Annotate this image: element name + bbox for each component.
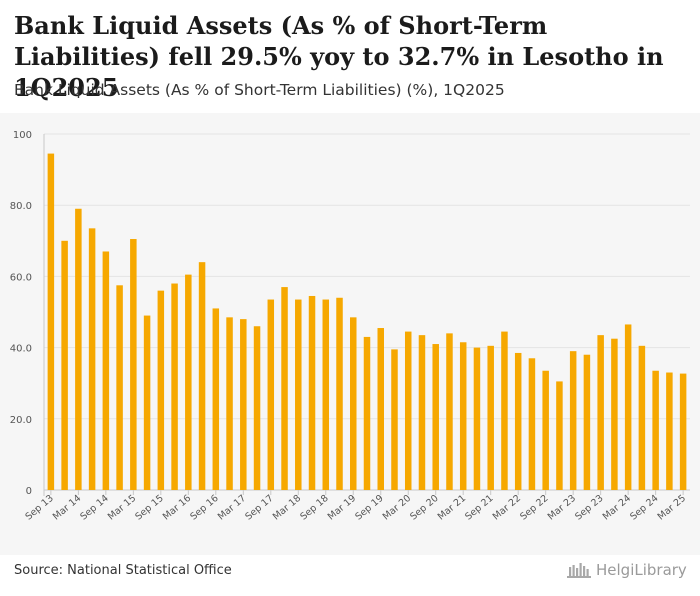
x-tick-label: Mar 17 [216,493,248,523]
x-tick-label: Sep 21 [463,493,495,523]
bar-mar-15 [130,239,137,490]
bar-dec-16 [226,317,233,490]
bar-sep-14 [102,251,110,490]
bar-sep-18 [322,299,330,490]
y-tick-label: 100 [13,130,32,141]
bar-dec-21 [501,331,508,490]
bar-sep-21 [487,345,494,490]
x-tick-label: Sep 15 [133,493,165,523]
x-tick-label: Sep 19 [353,493,385,523]
bar-sep-24 [652,370,659,490]
bar-mar-18 [295,299,302,490]
source-note: Source: National Statistical Office [14,563,232,578]
x-tick-label: Sep 22 [518,493,550,523]
x-tick-label: Mar 16 [161,493,193,523]
bars [47,153,687,490]
bar-dec-17 [281,287,288,490]
bar-sep-20 [432,344,439,490]
x-tick-label: Sep 23 [573,493,605,523]
chart-subtitle: Bank Liquid Assets (As % of Short-Term L… [14,81,505,99]
bar-jun-23 [583,354,591,490]
bar-sep-22 [542,370,549,490]
bar-dec-14 [116,285,123,490]
bar-dec-20 [446,333,453,490]
bar-mar-20 [404,331,412,490]
bar-jun-14 [88,228,96,490]
x-tick-label: Sep 24 [628,493,660,523]
bar-dec-19 [391,349,398,490]
bar-mar-19 [350,317,357,490]
brand-logo: HelgiLibrary [566,561,687,579]
bar-mar-23 [569,351,577,490]
bar-jun-21 [473,347,481,490]
bar-mar-22 [514,352,522,490]
x-tick-label: Sep 18 [298,493,330,523]
bar-mar-16 [185,274,192,490]
y-tick-label: 40.0 [10,344,32,355]
bar-jun-17 [253,326,261,490]
x-tick-label: Mar 19 [326,493,358,523]
x-tick-label: Sep 20 [408,493,440,523]
bar-jun-20 [418,335,426,490]
x-tick-label: Mar 23 [546,493,578,523]
y-axis-ticks: 0 20.0 40.0 60.0 80.0 100 [10,130,32,497]
bar-sep-15 [157,290,165,490]
bar-mar-25 [679,373,687,490]
x-tick-label: Mar 20 [381,493,413,523]
bar-jun-24 [638,345,646,490]
bar-sep-13 [47,153,55,490]
y-tick-label: 0 [26,486,32,497]
y-tick-label: 80.0 [10,201,32,212]
bar-jun-15 [143,315,151,490]
bar-sep-16 [212,308,220,490]
bar-dec-23 [611,338,618,490]
y-tick-label: 20.0 [10,415,32,426]
y-tick-label: 60.0 [10,272,32,283]
x-tick-label: Sep 13 [23,493,55,523]
bar-mar-17 [240,319,247,490]
x-tick-label: Mar 15 [106,493,138,523]
x-tick-label: Mar 21 [436,493,468,523]
bar-sep-17 [267,299,275,490]
bar-jun-22 [528,358,536,490]
x-tick-label: Mar 25 [656,493,688,523]
bar-dec-13 [61,240,68,490]
bar-dec-15 [171,283,178,490]
x-tick-label: Sep 14 [78,493,110,523]
x-tick-label: Mar 14 [51,493,83,523]
bar-sep-19 [377,328,384,490]
x-tick-label: Mar 24 [601,493,633,523]
page-title: Bank Liquid Assets (As % of Short-Term L… [14,11,664,102]
bar-mar-14 [75,208,82,490]
bar-dec-22 [556,381,563,490]
bar-mar-24 [624,324,632,490]
bar-jun-19 [363,336,371,490]
bar-mar-21 [459,342,467,490]
bar-dec-18 [336,297,343,490]
bar-sep-23 [597,335,604,490]
x-tick-label: Mar 22 [491,493,523,523]
library-icon [567,563,591,578]
brand-name: HelgiLibrary [596,561,687,579]
bar-jun-18 [308,295,316,490]
bar-jun-16 [198,262,206,490]
x-tick-label: Sep 16 [188,493,220,523]
x-tick-label: Mar 18 [271,493,303,523]
bar-dec-24 [666,372,673,490]
x-tick-label: Sep 17 [243,493,275,523]
